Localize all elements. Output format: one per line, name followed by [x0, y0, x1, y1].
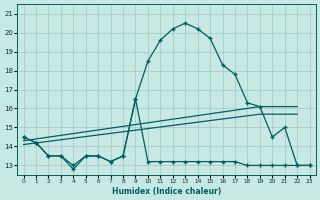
X-axis label: Humidex (Indice chaleur): Humidex (Indice chaleur): [112, 187, 221, 196]
